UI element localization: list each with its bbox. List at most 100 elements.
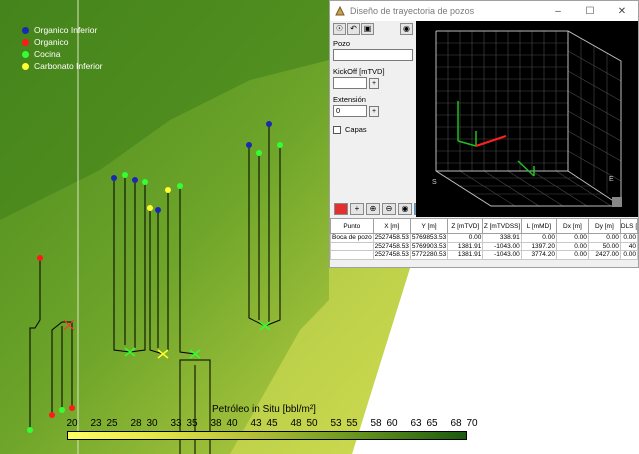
kickoff-field[interactable] <box>333 77 367 89</box>
trajectory-green <box>517 160 535 177</box>
table-cell[interactable]: 1381.91 <box>447 250 484 260</box>
window-titlebar[interactable]: Diseño de trayectoria de pozos – ☐ ✕ <box>330 1 638 21</box>
scale-tick-label: 23 <box>90 418 102 429</box>
scale-tick-label: 25 <box>106 418 118 429</box>
table-cell[interactable]: 2527458.53 <box>372 241 411 251</box>
table-cell[interactable]: 0.00 <box>520 233 557 243</box>
table-cell[interactable]: 0.00 <box>447 233 484 243</box>
well-marker-organico[interactable] <box>37 255 43 261</box>
table-cell[interactable]: 50.00 <box>587 241 621 251</box>
table-cell[interactable]: 2527458.53 <box>372 233 411 243</box>
well-marker-organico-inferior[interactable] <box>155 207 161 213</box>
capas-checkbox[interactable]: Capas <box>333 125 416 134</box>
undo-icon[interactable]: ↶ <box>347 23 360 35</box>
table-cell[interactable]: -1043.00 <box>482 241 522 251</box>
legend-item: Organico <box>22 36 103 48</box>
well-marker-organico-inferior[interactable] <box>266 121 272 127</box>
table-cell[interactable]: 3774.20 <box>520 250 557 260</box>
table-cell[interactable] <box>330 250 374 260</box>
well-marker-cocina[interactable] <box>27 427 33 433</box>
scale-tick-label: 30 <box>146 418 158 429</box>
well-marker-carbonato-inferior[interactable] <box>147 205 153 211</box>
table-cell[interactable]: 0.00 <box>555 250 589 260</box>
delete-point-icon[interactable]: ⊖ <box>382 203 396 215</box>
binoculars-icon[interactable]: ☉ <box>333 23 346 35</box>
scale-tick-label: 63 <box>410 418 422 429</box>
column-header[interactable]: X [m] <box>372 218 411 234</box>
table-cell[interactable]: 338.91 <box>482 233 522 243</box>
well-marker-cocina[interactable] <box>59 407 65 413</box>
close-button[interactable]: ✕ <box>617 5 627 17</box>
table-row[interactable]: 2527458.53 5769903.53 1381.91 -1043.00 1… <box>330 241 639 251</box>
table-cell[interactable]: 2427.00 <box>587 250 621 260</box>
legend-dot-icon <box>22 62 29 70</box>
table-cell[interactable]: Boca de pozo <box>330 233 374 243</box>
column-header[interactable]: Punto <box>330 218 374 234</box>
scale-tick-label: 40 <box>226 418 238 429</box>
scale-tick-label: 58 <box>370 418 382 429</box>
table-row[interactable]: 2527458.53 5772280.53 1381.91 -1043.00 3… <box>330 250 639 260</box>
well-marker-organico-inferior[interactable] <box>246 142 252 148</box>
table-cell[interactable]: 1381.91 <box>447 241 484 251</box>
table-header-row: Punto X [m] Y [m] Z [mTVD] Z [mTVDSS] L … <box>330 218 639 234</box>
scale-tick-label: 35 <box>186 418 198 429</box>
window-title: Diseño de trayectoria de pozos <box>350 6 475 16</box>
well-marker-organico-inferior[interactable] <box>132 177 138 183</box>
minimize-button[interactable]: – <box>555 5 561 17</box>
well-marker-carbonato-inferior[interactable] <box>165 187 171 193</box>
table-cell[interactable]: 5769853.53 <box>409 233 449 243</box>
well-marker-cocina[interactable] <box>142 179 148 185</box>
column-header[interactable]: Z [mTVD] <box>447 218 484 234</box>
well-marker-cocina[interactable] <box>177 183 183 189</box>
add-point-icon[interactable]: + <box>350 203 364 215</box>
map-dark-zone <box>0 0 329 220</box>
table-cell[interactable]: 0.00 <box>619 250 639 260</box>
well-marker-cocina[interactable] <box>122 172 128 178</box>
axis-label-e: E <box>609 176 614 183</box>
column-header[interactable]: Dy [m] <box>587 218 621 234</box>
column-header[interactable]: Y [m] <box>409 218 449 234</box>
pozo-field[interactable] <box>333 49 413 61</box>
table-cell[interactable]: -1043.00 <box>482 250 522 260</box>
table-cell[interactable]: 0.00 <box>555 233 589 243</box>
insert-point-icon[interactable]: ⊕ <box>366 203 380 215</box>
well-design-window[interactable]: Diseño de trayectoria de pozos – ☐ ✕ ☉ ↶… <box>329 0 639 268</box>
extension-field[interactable]: 0 <box>333 105 367 117</box>
capas-label: Capas <box>345 125 367 134</box>
extension-plus-button[interactable]: + <box>369 105 379 117</box>
camera-icon[interactable]: ◉ <box>398 203 412 215</box>
table-cell[interactable]: 5769903.53 <box>409 241 449 251</box>
table-cell[interactable]: 2527458.53 <box>372 250 411 260</box>
table-cell[interactable]: 0.00 <box>619 233 639 243</box>
checkbox-icon[interactable] <box>333 125 341 134</box>
table-row[interactable]: Boca de pozo 2527458.53 5769853.53 0.00 … <box>330 233 639 243</box>
well-marker-organico[interactable] <box>69 405 75 411</box>
maximize-button[interactable]: ☐ <box>585 5 595 17</box>
eraser-icon[interactable] <box>334 203 348 215</box>
table-cell[interactable]: 0.00 <box>587 233 621 243</box>
well-group-1[interactable] <box>29 258 75 428</box>
3d-trajectory-view[interactable]: S E <box>416 21 638 217</box>
scale-tick-label: 28 <box>130 418 142 429</box>
table-cell[interactable]: 5772280.53 <box>409 250 449 260</box>
table-cell[interactable]: 1397.20 <box>520 241 557 251</box>
view-cube-icon[interactable] <box>612 197 622 207</box>
column-header[interactable]: L [mMD] <box>520 218 557 234</box>
table-cell[interactable]: 0.00 <box>555 241 589 251</box>
save-icon[interactable]: ▣ <box>361 23 374 35</box>
well-marker-cocina[interactable] <box>256 150 262 156</box>
well-group-3[interactable] <box>248 124 281 327</box>
table-cell[interactable] <box>330 241 374 251</box>
column-header[interactable]: DLS [°/30m] <box>619 218 639 234</box>
pozo-label: Pozo <box>333 39 351 48</box>
well-group-2[interactable] <box>113 175 196 355</box>
well-marker-organico-inferior[interactable] <box>111 175 117 181</box>
camera-icon[interactable]: ◉ <box>400 23 413 35</box>
column-header[interactable]: Dx [m] <box>555 218 589 234</box>
column-header[interactable]: Z [mTVDSS] <box>482 218 522 234</box>
well-marker-cocina[interactable] <box>277 142 283 148</box>
table-cell[interactable]: 40 <box>619 241 639 251</box>
kickoff-plus-button[interactable]: + <box>369 77 379 89</box>
well-marker-organico[interactable] <box>49 412 55 418</box>
